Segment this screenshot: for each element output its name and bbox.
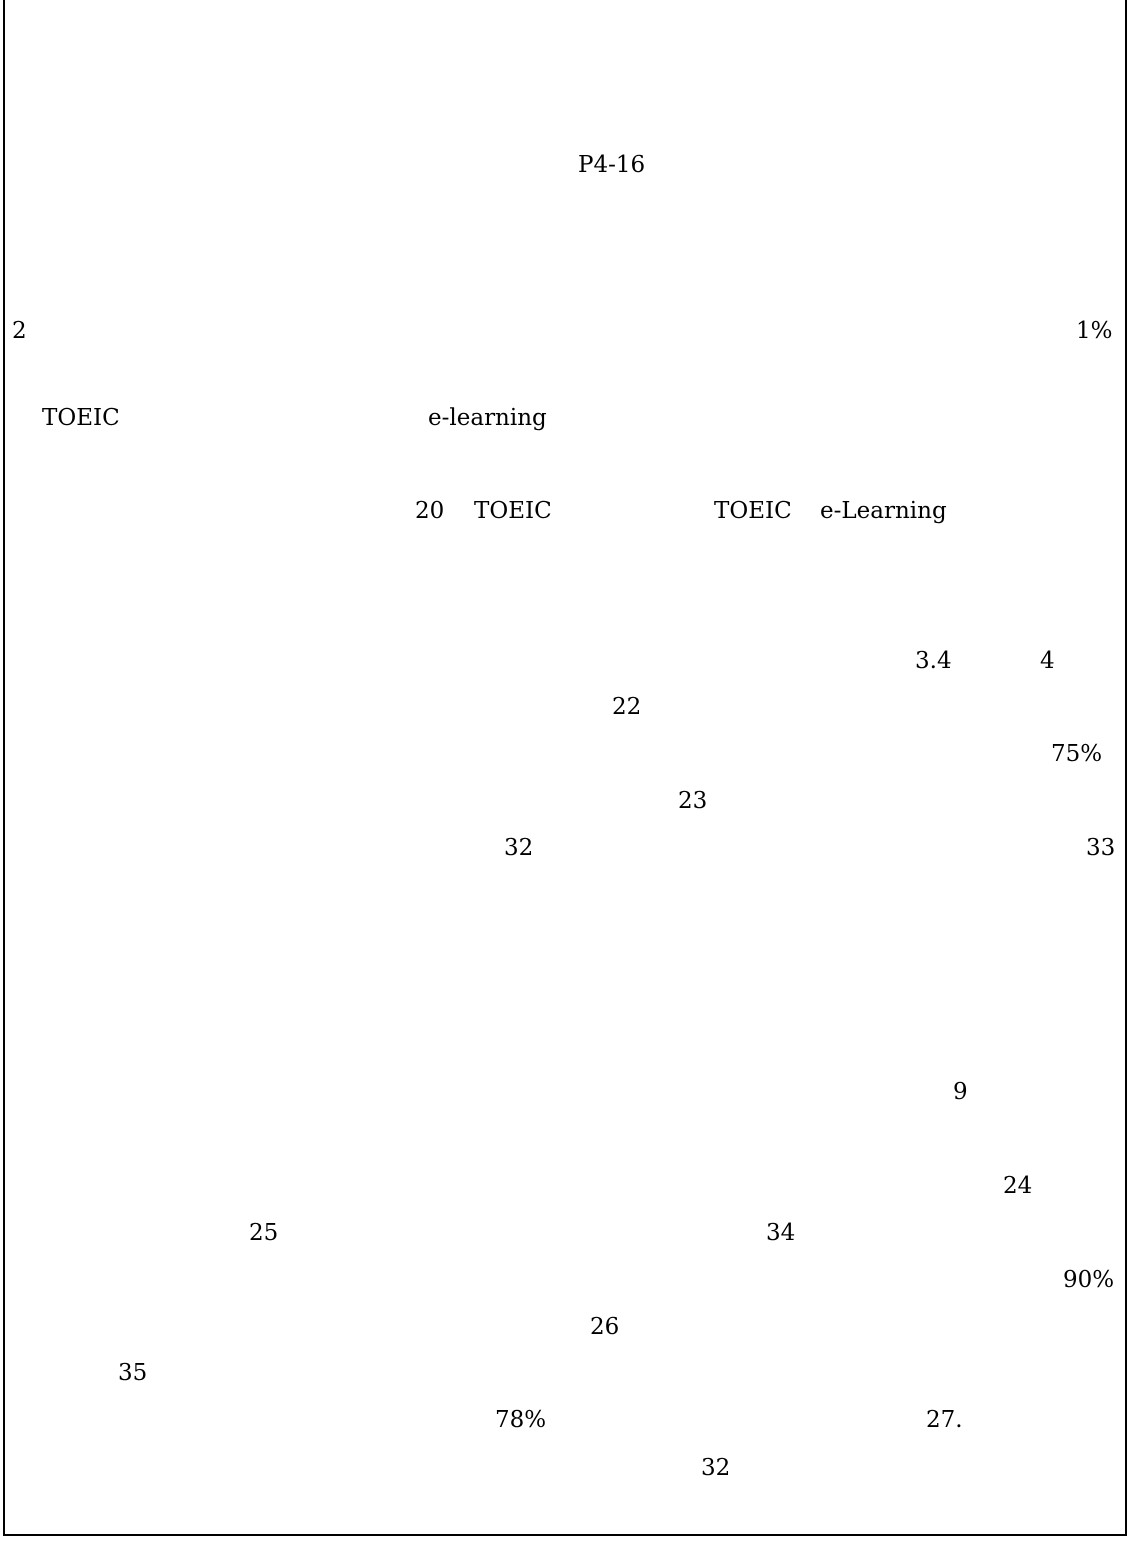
text-fragment: 90% bbox=[1063, 1267, 1115, 1293]
text-fragment: TOEIC bbox=[42, 405, 120, 431]
text-fragment: 23 bbox=[678, 788, 708, 814]
text-fragment: 9 bbox=[953, 1079, 968, 1105]
text-fragment: 75% bbox=[1051, 741, 1103, 767]
text-fragment: 4 bbox=[1040, 648, 1055, 674]
text-fragment: TOEIC bbox=[474, 498, 552, 524]
text-fragment: 24 bbox=[1003, 1173, 1033, 1199]
text-fragment: 20 bbox=[415, 498, 445, 524]
text-fragment: 3.4 bbox=[915, 648, 952, 674]
text-fragment: 34 bbox=[766, 1220, 796, 1246]
text-fragment: 26 bbox=[590, 1314, 620, 1340]
text-fragment: e-Learning bbox=[820, 498, 947, 524]
text-fragment: 27. bbox=[926, 1407, 963, 1433]
text-fragment: 32 bbox=[504, 835, 534, 861]
text-fragment: 78% bbox=[495, 1407, 547, 1433]
page-reference: P4-16 bbox=[578, 152, 646, 178]
text-fragment: 2 bbox=[12, 318, 27, 344]
text-fragment: 1% bbox=[1076, 318, 1113, 344]
text-fragment: TOEIC bbox=[714, 498, 792, 524]
page-frame bbox=[3, 0, 1127, 1536]
text-fragment: 32 bbox=[701, 1455, 731, 1481]
text-fragment: e-learning bbox=[428, 405, 547, 431]
text-fragment: 22 bbox=[612, 694, 642, 720]
text-fragment: 33 bbox=[1086, 835, 1116, 861]
text-fragment: 35 bbox=[118, 1360, 148, 1386]
text-fragment: 25 bbox=[249, 1220, 279, 1246]
